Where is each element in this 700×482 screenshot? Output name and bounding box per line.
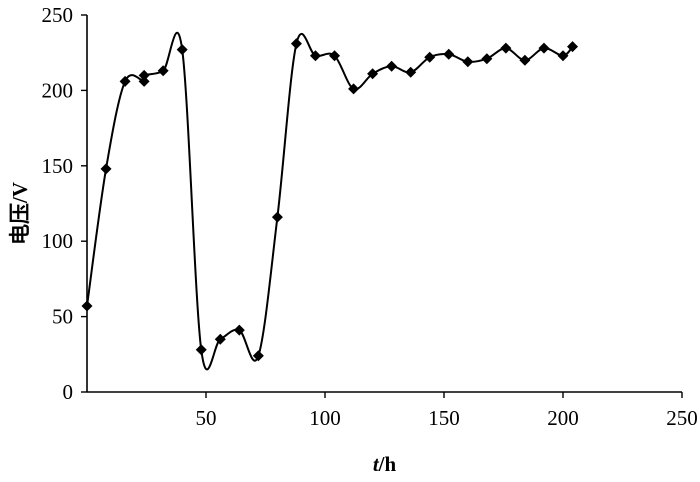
x-tick-label: 150 <box>428 406 460 430</box>
y-axis-title: 电压/V <box>8 182 32 245</box>
data-point-marker <box>519 54 531 66</box>
data-point-marker <box>405 66 417 78</box>
x-tick-label: 200 <box>547 406 579 430</box>
data-point-marker <box>138 69 150 81</box>
axes <box>86 15 682 393</box>
y-tick-label: 100 <box>42 229 74 253</box>
x-tick-label: 50 <box>196 406 217 430</box>
x-axis-title-unit: /h <box>378 452 397 476</box>
data-point-marker <box>157 65 169 77</box>
data-point-marker <box>567 41 579 53</box>
y-tick-label: 50 <box>52 305 73 329</box>
series-group <box>81 31 579 371</box>
ticks: 0 50 100 150 200 250 50 100 150 200 250 <box>42 3 698 430</box>
data-point-marker <box>81 300 93 312</box>
data-point-marker <box>348 83 360 95</box>
data-point-marker <box>538 42 550 54</box>
y-tick-label: 200 <box>42 78 74 102</box>
data-point-marker <box>271 211 283 223</box>
data-point-marker <box>252 350 264 362</box>
data-point-marker <box>386 60 398 72</box>
data-point-marker <box>176 44 188 56</box>
voltage-series-line <box>86 31 574 371</box>
x-axis-title: t/h <box>373 452 397 476</box>
y-tick-label: 150 <box>42 154 74 178</box>
y-tick-label: 250 <box>42 3 74 27</box>
data-point-marker <box>462 56 474 68</box>
y-tick-label: 0 <box>63 380 74 404</box>
data-point-marker <box>214 333 226 345</box>
data-point-marker <box>367 68 379 80</box>
data-point-marker <box>138 75 150 87</box>
data-point-marker <box>119 75 131 87</box>
data-point-marker <box>424 51 436 63</box>
data-point-marker <box>443 48 455 60</box>
data-point-marker <box>500 42 512 54</box>
data-point-marker <box>557 50 569 62</box>
x-tick-label: 250 <box>666 406 698 430</box>
data-point-marker <box>100 163 112 175</box>
data-point-marker <box>290 38 302 50</box>
x-axis-title-variable: t <box>373 452 380 476</box>
data-point-marker <box>481 53 493 65</box>
x-tick-label: 100 <box>309 406 341 430</box>
data-point-marker <box>329 50 341 62</box>
data-point-marker <box>195 344 207 356</box>
data-point-marker <box>309 50 321 62</box>
data-point-marker <box>233 324 245 336</box>
